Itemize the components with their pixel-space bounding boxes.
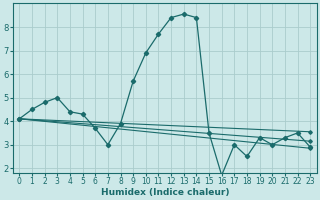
X-axis label: Humidex (Indice chaleur): Humidex (Indice chaleur) bbox=[100, 188, 229, 197]
